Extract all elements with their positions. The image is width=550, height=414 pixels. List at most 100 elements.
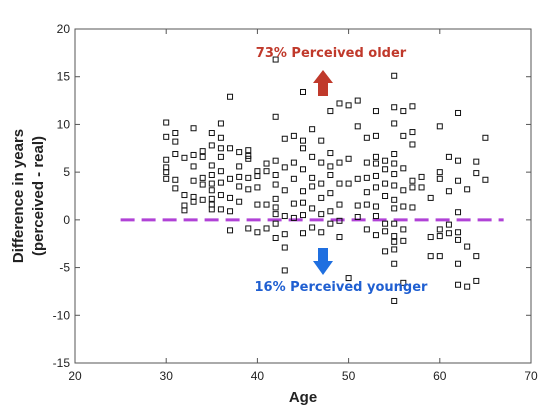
x-tick-label: 40 [251,369,265,383]
data-point [382,248,389,255]
data-point [272,211,279,218]
data-point [391,233,398,240]
data-point [455,209,462,216]
data-point [281,267,288,274]
data-point [391,171,398,178]
data-point [382,228,389,235]
data-point [208,180,215,187]
data-point [336,159,343,166]
data-point [455,157,462,164]
up-arrow-icon [313,70,333,96]
data-point [281,231,288,238]
data-point [272,195,279,202]
data-point [372,160,379,167]
y-axis-ticks: -15 -10 -5 0 5 10 15 20 [53,22,531,370]
data-point [263,201,270,208]
data-point [272,157,279,164]
data-point [409,204,416,211]
data-point [272,220,279,227]
data-point [363,159,370,166]
data-point [336,234,343,241]
data-point [172,176,179,183]
data-point [382,220,389,227]
data-point [345,180,352,187]
data-point [181,192,188,199]
data-point [445,230,452,237]
data-point [227,93,234,100]
data-point [382,157,389,164]
data-point [217,192,224,199]
data-point [354,213,361,220]
data-point [236,163,243,170]
data-point [254,172,261,179]
x-axis-ticks: 20 30 40 50 60 70 [68,29,538,383]
data-point [455,109,462,116]
data-point [327,150,334,157]
data-point [217,206,224,213]
older-annotation: 73% Perceived older [256,46,407,96]
data-point [400,108,407,115]
data-point [391,120,398,127]
data-point [391,220,398,227]
y-axis-label-line2: (perceived - real) [30,136,47,256]
data-point [281,213,288,220]
data-point [482,176,489,183]
y-tick-label: 5 [63,165,70,179]
data-point [436,233,443,240]
data-point [190,125,197,132]
data-point [318,211,325,218]
data-point [372,184,379,191]
data-point [208,195,215,202]
data-point [391,72,398,79]
data-point [327,190,334,197]
data-point [372,153,379,160]
data-point [318,229,325,236]
data-point [345,155,352,162]
data-point [227,227,234,234]
data-point [372,213,379,220]
data-point [455,236,462,243]
data-point [363,134,370,141]
data-point [336,180,343,187]
data-point [436,175,443,182]
x-tick-label: 50 [342,369,356,383]
data-point [464,283,471,290]
data-point [172,185,179,192]
data-point [217,145,224,152]
data-point [409,103,416,110]
data-point [391,246,398,253]
x-axis-label: Age [289,389,317,406]
x-tick-label: 70 [524,369,538,383]
data-point [300,188,306,195]
data-point [400,226,407,233]
data-point [418,173,425,180]
data-point [181,207,188,214]
data-point [391,297,398,304]
data-point [208,130,215,137]
data-point [190,198,197,205]
data-point [281,244,288,251]
data-point [254,184,261,191]
x-tick-label: 20 [68,369,82,383]
data-point [318,180,325,187]
data-point [190,163,197,170]
plot-area [74,28,532,364]
data-point [445,153,452,160]
data-point [400,279,407,286]
data-point [391,196,398,203]
data-point [163,175,170,182]
x-tick-label: 30 [160,369,174,383]
data-point [409,141,416,148]
data-point [254,229,261,236]
data-point [327,208,334,215]
data-point [208,142,215,149]
data-point [391,160,398,167]
data-point [163,119,170,126]
data-point [163,169,170,176]
data-point [163,156,170,163]
data-point [372,203,379,210]
data-point [336,217,343,224]
data-point [372,232,379,239]
data-point [372,172,379,179]
